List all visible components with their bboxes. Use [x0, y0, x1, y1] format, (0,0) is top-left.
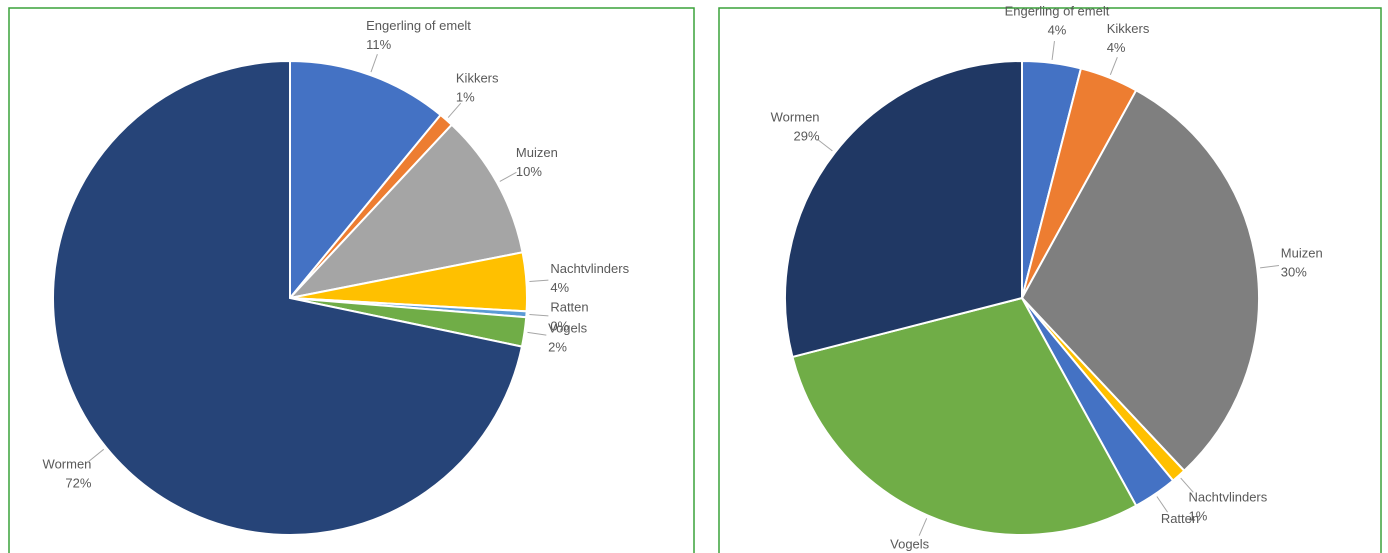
panel-border	[718, 7, 1382, 553]
pie-slice	[287, 123, 524, 300]
slice-value-label: 10%	[516, 164, 542, 179]
leader-line	[370, 54, 378, 73]
slice-label: Wormen	[43, 456, 92, 471]
slice-label: Engerling of emelt	[366, 18, 471, 33]
slice-label: Nachtvlinders	[1189, 490, 1268, 505]
slice-label: Kikkers	[1107, 21, 1150, 36]
slice-value-label: 30%	[1281, 264, 1307, 279]
pie-slice	[791, 296, 1138, 536]
chart: Engerling of emelt 11% Kikkers 1% Muizen 10% N…	[8, 7, 695, 553]
leader-line	[527, 331, 547, 336]
slice-value-label: 4%	[1107, 40, 1126, 55]
slice-label: Muizen	[516, 145, 558, 160]
slice-label: Ratten	[550, 300, 588, 315]
slice-value-label: 4%	[550, 280, 569, 295]
pie-slice	[1020, 88, 1260, 473]
leader-line	[1156, 496, 1168, 513]
slice-label: Nachtvlinders	[550, 261, 629, 276]
leader-line	[1051, 40, 1055, 60]
leader-line	[499, 171, 517, 182]
slice-value-label: 1%	[456, 90, 475, 105]
pie-slice	[289, 59, 442, 301]
slice-value-label: 2%	[548, 339, 567, 354]
leader-line	[529, 279, 549, 282]
slice-label: Ratten	[1161, 511, 1199, 526]
slice-value-label: 72%	[65, 475, 91, 490]
slice-label: Muizen	[1281, 245, 1323, 260]
slice-label: Vogels	[890, 536, 930, 551]
slice-label: Wormen	[771, 109, 820, 124]
chart: Engerling of emelt 4% Kikkers 4% Muizen 30% Na…	[718, 4, 1382, 553]
leader-line	[447, 102, 462, 118]
leader-line	[918, 518, 928, 536]
leader-line	[817, 138, 833, 152]
slice-value-label: 11%	[366, 37, 391, 52]
slice-label: Engerling of emelt	[1005, 4, 1110, 19]
pie-slice	[52, 59, 524, 536]
leader-line	[529, 314, 549, 317]
leader-line	[1109, 57, 1118, 76]
leader-line	[1180, 477, 1194, 493]
pie-slice	[784, 59, 1023, 359]
leader-line	[1260, 265, 1280, 269]
slice-value-label: 0%	[550, 319, 569, 334]
slice-label: Vogels	[548, 320, 588, 335]
slice-value-label: 4%	[1048, 23, 1067, 38]
slice-value-label: 29%	[794, 128, 820, 143]
slice-label: Kikkers	[456, 71, 499, 86]
slice-value-label: 1%	[1189, 509, 1208, 524]
panel-border	[8, 7, 695, 553]
leader-line	[88, 448, 105, 462]
